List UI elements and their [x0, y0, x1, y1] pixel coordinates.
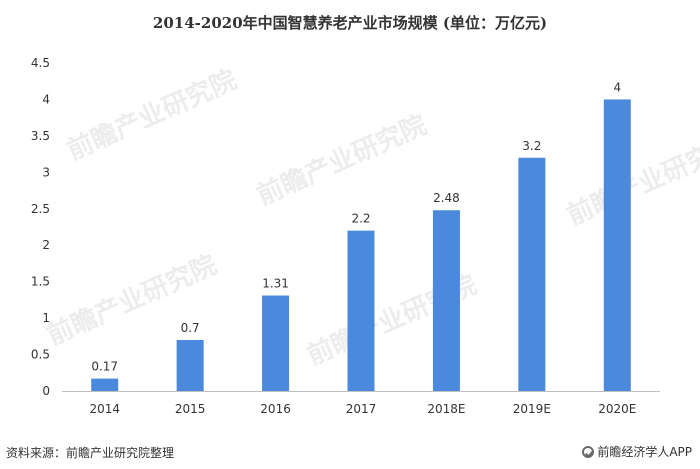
- x-tick-label: 2020E: [598, 402, 636, 416]
- y-tick-label: 0.5: [31, 348, 50, 362]
- bar: [91, 378, 119, 391]
- data-label: 4: [613, 80, 621, 94]
- x-tick-label: 2016: [260, 402, 291, 416]
- y-tick-label: 1: [42, 311, 50, 325]
- x-tick-label: 2017: [346, 402, 377, 416]
- brand-name: 前瞻经济学人APP: [597, 445, 692, 459]
- y-tick-label: 2: [42, 238, 50, 252]
- bar: [262, 295, 290, 391]
- bar: [518, 157, 546, 391]
- x-tick-label: 2018E: [427, 402, 465, 416]
- brand-logo-icon: [582, 445, 595, 458]
- bar: [432, 210, 460, 391]
- y-tick-label: 0: [42, 384, 50, 398]
- data-label: 0.7: [181, 321, 200, 335]
- y-tick-label: 3.5: [31, 129, 50, 143]
- bar: [603, 99, 631, 391]
- y-tick-label: 4: [42, 92, 50, 106]
- bar: [176, 339, 204, 391]
- y-tick-label: 2.5: [31, 202, 50, 216]
- x-tick-label: 2014: [89, 402, 120, 416]
- brand: 前瞻经济学人APP: [582, 443, 692, 460]
- x-tick-label: 2019E: [513, 402, 551, 416]
- data-label: 3.2: [522, 139, 541, 153]
- chart-title: 2014-2020年中国智慧养老产业市场规模 (单位：万亿元): [152, 14, 548, 32]
- bar: [347, 230, 375, 391]
- y-tick-label: 3: [42, 165, 50, 179]
- bar-chart: 0 0.5 1 1.5 2 2.5 3 3.5 4 4.5 0.17 2014 0.7 2015 1.31 2…: [31, 56, 660, 416]
- x-tick-label: 2015: [175, 402, 206, 416]
- data-label: 0.17: [91, 360, 118, 374]
- data-label: 1.31: [262, 277, 289, 291]
- data-label: 2.48: [433, 191, 460, 205]
- data-label: 2.2: [351, 212, 370, 226]
- y-tick-label: 1.5: [31, 275, 50, 289]
- y-tick-label: 4.5: [31, 56, 50, 70]
- source-note: 资料来源：前瞻产业研究院整理: [6, 446, 175, 460]
